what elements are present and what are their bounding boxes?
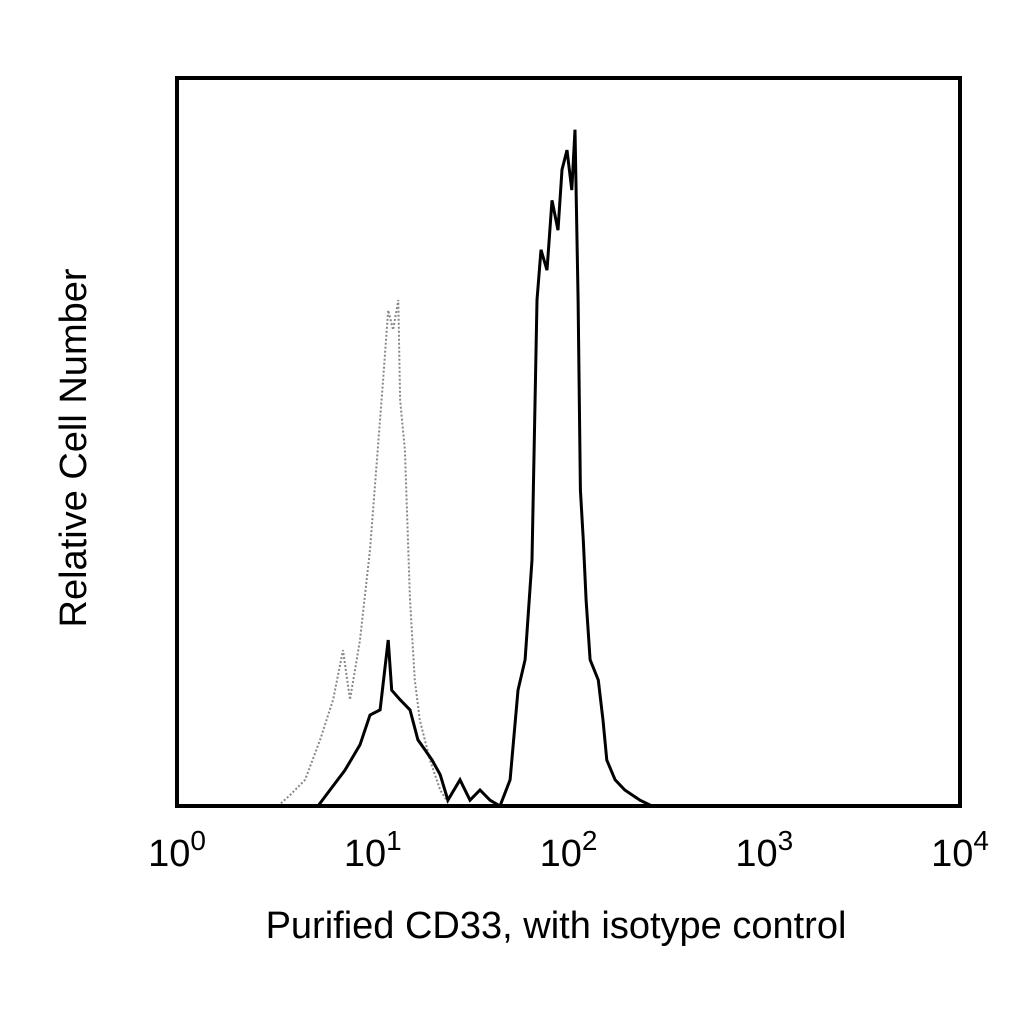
- x-axis-label: Purified CD33, with isotype control: [266, 905, 847, 947]
- x-tick-label: 102: [540, 825, 598, 875]
- x-tick-label: 100: [148, 825, 206, 875]
- x-tick-label: 104: [931, 825, 989, 875]
- y-axis-label: Relative Cell Number: [53, 268, 95, 627]
- histogram-line: [277, 299, 451, 807]
- x-tick-label: 101: [344, 825, 402, 875]
- x-tick-label: 103: [735, 825, 793, 875]
- plot-frame: [175, 76, 962, 808]
- histogram-line: [316, 129, 653, 809]
